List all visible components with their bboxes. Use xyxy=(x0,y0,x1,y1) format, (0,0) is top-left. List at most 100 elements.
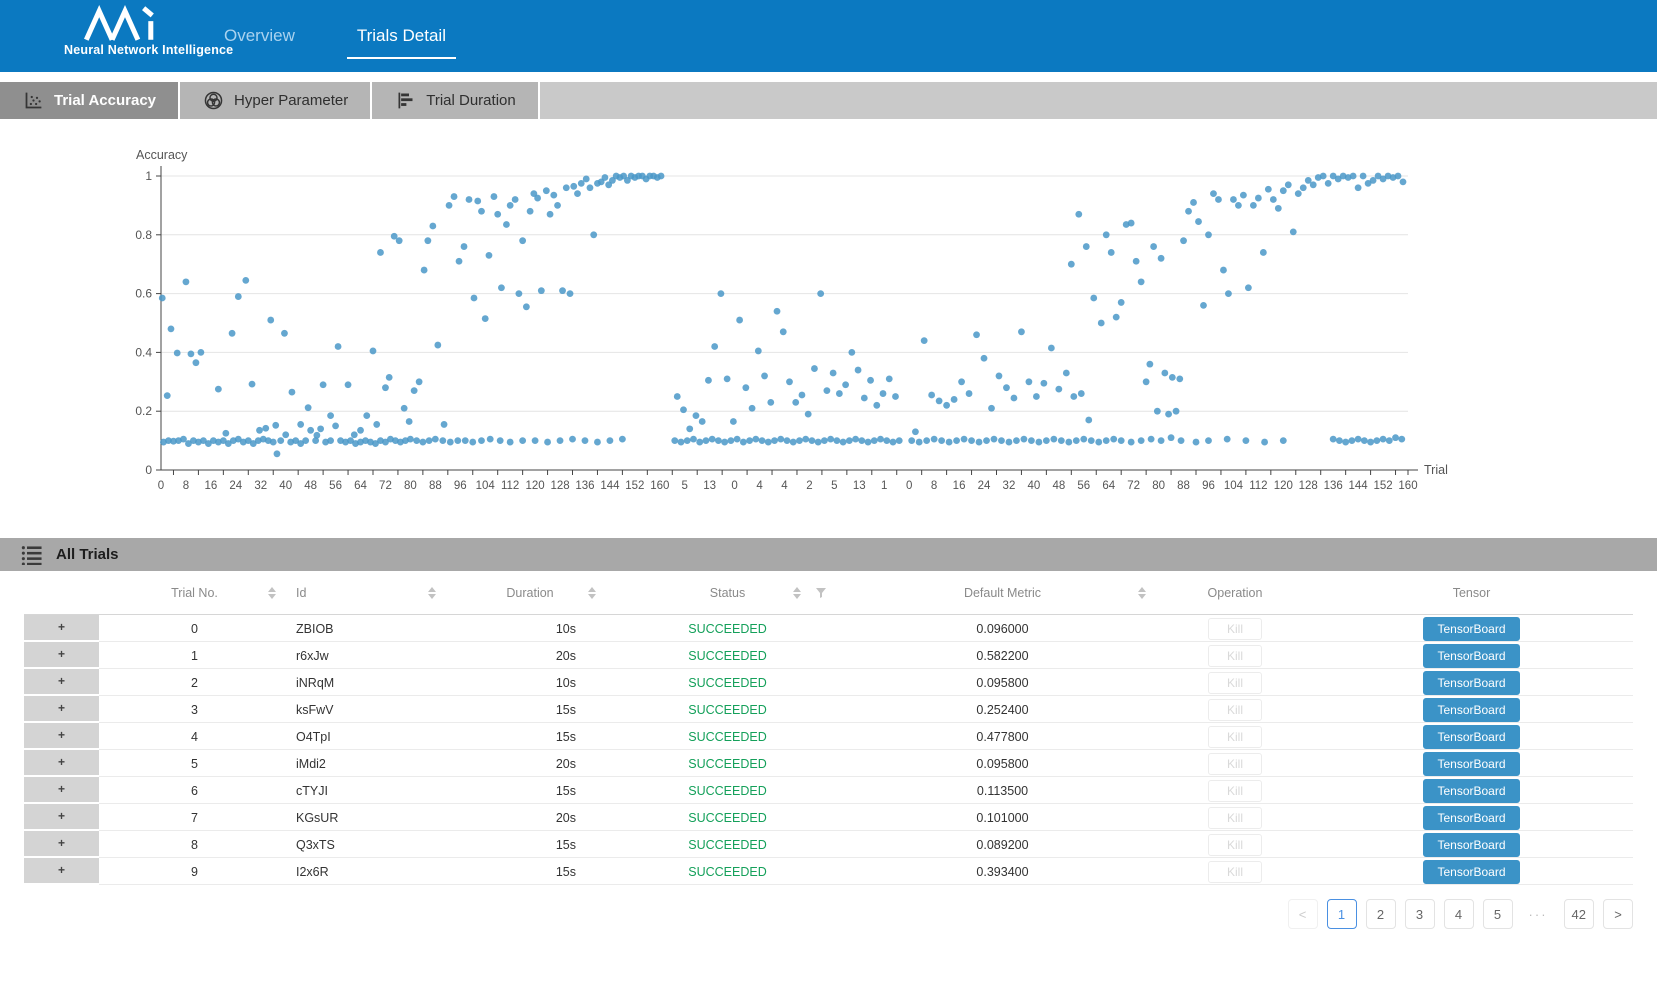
app-header: Neural Network Intelligence Overview Tri… xyxy=(0,0,1657,72)
table-row: +1r6xJw20sSUCCEEDED0.582200KillTensorBoa… xyxy=(24,642,1633,669)
svg-text:8: 8 xyxy=(183,480,189,492)
kill-button[interactable]: Kill xyxy=(1208,726,1262,748)
nav-item-overview[interactable]: Overview xyxy=(222,26,297,46)
trial-id-cell: I2x6R xyxy=(290,865,450,879)
page-button-5[interactable]: 5 xyxy=(1483,899,1513,929)
table-row: +3ksFwV15sSUCCEEDED0.252400KillTensorBoa… xyxy=(24,696,1633,723)
tab-trial-accuracy[interactable]: Trial Accuracy xyxy=(0,82,180,119)
trial-no-cell: 1 xyxy=(99,649,290,663)
kill-button[interactable]: Kill xyxy=(1208,618,1262,640)
previous-page-button[interactable]: < xyxy=(1288,899,1318,929)
trial-id-cell: r6xJw xyxy=(290,649,450,663)
tensorboard-button[interactable]: TensorBoard xyxy=(1423,860,1519,884)
tab-hyper-parameter[interactable]: Hyper Parameter xyxy=(180,82,372,119)
trial-id-cell: iMdi2 xyxy=(290,757,450,771)
svg-text:1: 1 xyxy=(145,169,152,183)
tensorboard-button[interactable]: TensorBoard xyxy=(1423,806,1519,830)
duration-cell: 15s xyxy=(450,838,610,852)
expand-row-button[interactable]: + xyxy=(24,696,99,723)
operation-cell: Kill xyxy=(1160,618,1310,640)
svg-text:64: 64 xyxy=(354,480,367,492)
sort-status-icon[interactable] xyxy=(793,587,801,599)
page-button-42[interactable]: 42 xyxy=(1564,899,1594,929)
sort-id-icon[interactable] xyxy=(428,587,436,599)
kill-button[interactable]: Kill xyxy=(1208,834,1262,856)
pagination-ellipsis: ··· xyxy=(1522,899,1555,929)
kill-button[interactable]: Kill xyxy=(1208,807,1262,829)
operation-cell: Kill xyxy=(1160,861,1310,883)
tensorboard-button[interactable]: TensorBoard xyxy=(1423,725,1519,749)
svg-text:136: 136 xyxy=(1324,480,1343,492)
svg-text:32: 32 xyxy=(1003,480,1016,492)
expand-row-button[interactable]: + xyxy=(24,669,99,696)
tensorboard-button[interactable]: TensorBoard xyxy=(1423,779,1519,803)
tensorboard-button[interactable]: TensorBoard xyxy=(1423,752,1519,776)
duration-cell: 10s xyxy=(450,676,610,690)
sort-duration-icon[interactable] xyxy=(588,587,596,599)
kill-button[interactable]: Kill xyxy=(1208,699,1262,721)
view-tabbar: Trial AccuracyHyper Parameter Trial Durat… xyxy=(0,82,1657,119)
expand-row-button[interactable]: + xyxy=(24,750,99,777)
tensorboard-button[interactable]: TensorBoard xyxy=(1423,644,1519,668)
page-button-1[interactable]: 1 xyxy=(1327,899,1357,929)
nav-item-trials-detail[interactable]: Trials Detail xyxy=(355,26,448,46)
expand-row-button[interactable]: + xyxy=(24,804,99,831)
tab-label: Trial Duration xyxy=(426,92,515,109)
expand-row-button[interactable]: + xyxy=(24,858,99,885)
tensorboard-button[interactable]: TensorBoard xyxy=(1423,671,1519,695)
trial-id-cell: cTYJI xyxy=(290,784,450,798)
trial-id-cell: O4TpI xyxy=(290,730,450,744)
page-button-4[interactable]: 4 xyxy=(1444,899,1474,929)
tensorboard-button[interactable]: TensorBoard xyxy=(1423,698,1519,722)
svg-text:96: 96 xyxy=(1202,480,1215,492)
svg-text:120: 120 xyxy=(526,480,545,492)
tensorboard-button[interactable]: TensorBoard xyxy=(1423,617,1519,641)
tab-trial-duration[interactable]: Trial Duration xyxy=(372,82,539,119)
page-button-2[interactable]: 2 xyxy=(1366,899,1396,929)
duration-cell: 20s xyxy=(450,649,610,663)
status-cell: SUCCEEDED xyxy=(610,703,845,717)
table-row: +9I2x6R15sSUCCEEDED0.393400KillTensorBoa… xyxy=(24,858,1633,885)
sort-default-metric-icon[interactable] xyxy=(1138,587,1146,599)
kill-button[interactable]: Kill xyxy=(1208,672,1262,694)
svg-text:128: 128 xyxy=(550,480,569,492)
sort-trial-no-icon[interactable] xyxy=(268,587,276,599)
filter-status-icon[interactable] xyxy=(815,587,827,599)
tensor-cell: TensorBoard xyxy=(1310,860,1633,884)
table-row: +0ZBIOB10sSUCCEEDED0.096000KillTensorBoa… xyxy=(24,615,1633,642)
svg-text:136: 136 xyxy=(575,480,594,492)
svg-text:32: 32 xyxy=(254,480,267,492)
trial-no-cell: 4 xyxy=(99,730,290,744)
svg-text:152: 152 xyxy=(1373,480,1392,492)
expand-row-button[interactable]: + xyxy=(24,777,99,804)
kill-button[interactable]: Kill xyxy=(1208,780,1262,802)
svg-text:4: 4 xyxy=(781,480,788,492)
svg-text:128: 128 xyxy=(1299,480,1318,492)
default-metric-cell: 0.582200 xyxy=(845,649,1160,663)
tensorboard-button[interactable]: TensorBoard xyxy=(1423,833,1519,857)
trial-id-cell: ksFwV xyxy=(290,703,450,717)
duration-cell: 15s xyxy=(450,730,610,744)
kill-button[interactable]: Kill xyxy=(1208,753,1262,775)
expand-row-button[interactable]: + xyxy=(24,831,99,858)
table-row: +7KGsUR20sSUCCEEDED0.101000KillTensorBoa… xyxy=(24,804,1633,831)
operation-cell: Kill xyxy=(1160,780,1310,802)
default-metric-cell: 0.477800 xyxy=(845,730,1160,744)
expand-row-button[interactable]: + xyxy=(24,642,99,669)
trial-id-cell: ZBIOB xyxy=(290,622,450,636)
page-button-3[interactable]: 3 xyxy=(1405,899,1435,929)
svg-text:48: 48 xyxy=(304,480,317,492)
expand-row-button[interactable]: + xyxy=(24,723,99,750)
operation-cell: Kill xyxy=(1160,807,1310,829)
nni-logo: Neural Network Intelligence xyxy=(64,5,233,57)
next-page-button[interactable]: > xyxy=(1603,899,1633,929)
kill-button[interactable]: Kill xyxy=(1208,645,1262,667)
svg-text:40: 40 xyxy=(1028,480,1041,492)
kill-button[interactable]: Kill xyxy=(1208,861,1262,883)
trial-no-cell: 9 xyxy=(99,865,290,879)
default-metric-cell: 0.089200 xyxy=(845,838,1160,852)
header-tensor-label: Tensor xyxy=(1453,586,1491,600)
expand-row-button[interactable]: + xyxy=(24,615,99,642)
svg-text:0.8: 0.8 xyxy=(135,228,152,242)
accuracy-chart[interactable]: 00.20.40.60.8108162432404856647280889610… xyxy=(0,119,1657,538)
